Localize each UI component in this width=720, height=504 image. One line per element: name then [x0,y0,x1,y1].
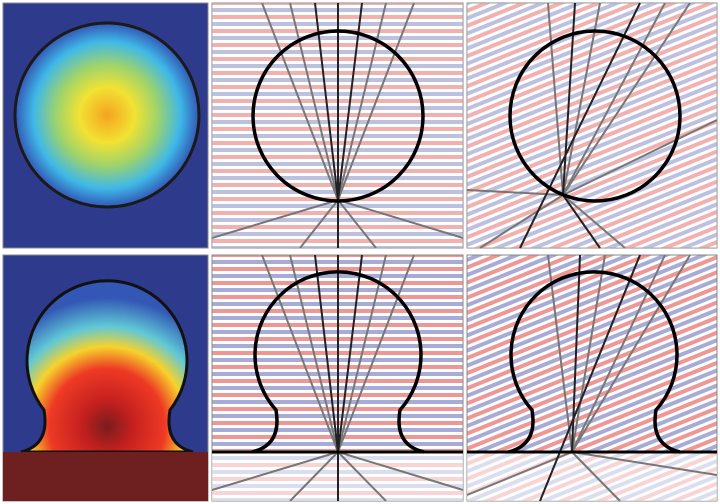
ray [261,2,339,201]
ray [337,2,387,201]
rays [314,2,363,248]
droplet [20,279,194,454]
droplet-outline [251,270,425,454]
ray [562,2,666,196]
droplet-outline [251,29,425,203]
ray [562,2,601,196]
ray [466,451,573,496]
ray [337,199,377,249]
ray [337,2,415,201]
ray [562,194,626,249]
droplet-outline [507,270,681,454]
ray [519,2,641,249]
ray [539,254,641,502]
ray [571,254,606,453]
ray [289,451,339,502]
ray [337,199,464,239]
ray [299,199,339,249]
ray [314,254,339,453]
fade [467,452,717,501]
ray [337,254,415,453]
rays [211,2,464,249]
ray [289,254,339,453]
ray [337,451,464,491]
ray [571,451,718,476]
ray [289,2,339,201]
ray [571,254,666,453]
ray [571,451,621,502]
ray [211,451,339,491]
ray [337,2,363,201]
rays [211,254,464,502]
ray [337,451,387,502]
ray [562,2,691,196]
ray [562,119,718,196]
ray [261,254,339,453]
ray [547,254,573,453]
rays [539,254,641,502]
rays [466,2,718,249]
ray [211,199,339,239]
droplet-outline [508,29,682,203]
rays [314,254,363,501]
rays [466,254,718,502]
ray [571,254,691,453]
ray [337,254,363,453]
ray [562,194,601,249]
droplet [13,21,201,209]
ray [314,2,339,201]
substrate [3,452,208,501]
ray [479,194,564,249]
ray [547,2,564,196]
ray [337,254,387,453]
